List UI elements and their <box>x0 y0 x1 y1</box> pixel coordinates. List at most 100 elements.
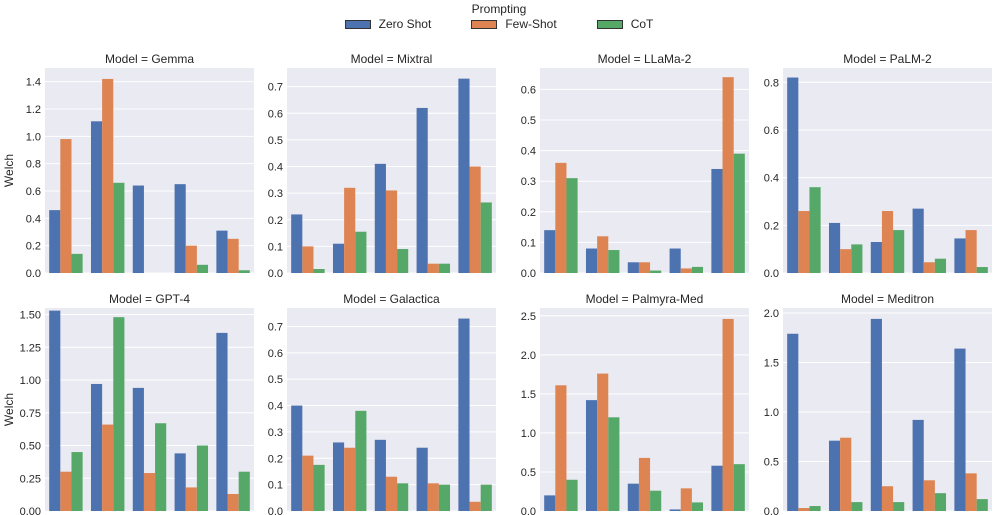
bar-zero-shot-4 <box>669 509 681 511</box>
y-tick-label: 0.5 <box>268 374 283 386</box>
y-tick-label: 0.0 <box>268 506 283 515</box>
y-tick-label: 0.4 <box>268 401 283 413</box>
y-tick-label: 0.0 <box>521 506 536 515</box>
y-tick-label: 0.6 <box>521 84 536 96</box>
y-tick-label: 0.2 <box>521 207 536 219</box>
y-tick-label: 1.4 <box>26 77 41 89</box>
bar-few-shot-4 <box>185 245 197 273</box>
y-tick-label: 0.75 <box>20 408 41 420</box>
bar-zero-shot-1 <box>544 230 556 273</box>
legend-label-few-shot: Few-Shot <box>505 17 557 31</box>
bar-few-shot-5 <box>227 238 239 273</box>
panel-title: Model = Mixtral <box>351 52 433 66</box>
y-tick-label: 1.5 <box>521 389 536 401</box>
bar-cot-5 <box>238 270 250 273</box>
bar-few-shot-5 <box>722 77 734 273</box>
bar-few-shot-1 <box>302 455 314 511</box>
bar-cot-1 <box>809 187 821 273</box>
bar-cot-5 <box>976 499 988 511</box>
bar-cot-5 <box>976 267 988 273</box>
y-tick-label: 1.0 <box>26 131 41 143</box>
bar-cot-1 <box>809 506 821 511</box>
panel-title: Model = Palmyra-Med <box>586 292 704 306</box>
y-tick-label: 0.0 <box>521 268 536 280</box>
bar-few-shot-5 <box>469 166 481 273</box>
bar-few-shot-1 <box>555 162 567 273</box>
y-tick-label: 0.3 <box>268 188 283 200</box>
y-tick-label: 0.8 <box>26 159 41 171</box>
y-tick-label: 1.0 <box>521 428 536 440</box>
y-tick-label: 0.5 <box>764 456 779 468</box>
y-tick-label: 1.50 <box>20 310 41 322</box>
y-tick-label: 0.00 <box>20 506 41 515</box>
bar-cot-2 <box>608 417 620 511</box>
panel-title: Model = Meditron <box>841 292 934 306</box>
bar-cot-4 <box>196 445 209 511</box>
bar-few-shot-1 <box>798 211 810 273</box>
y-tick-label: 0.6 <box>26 186 41 198</box>
bar-few-shot-3 <box>143 473 156 511</box>
bar-zero-shot-1 <box>291 405 303 511</box>
bar-few-shot-4 <box>427 483 439 511</box>
bar-zero-shot-2 <box>332 442 345 511</box>
bar-zero-shot-3 <box>870 318 882 511</box>
bar-zero-shot-5 <box>216 230 228 273</box>
bar-cot-1 <box>313 464 325 511</box>
bar-cot-5 <box>480 202 492 273</box>
y-tick-label: 0.0 <box>764 506 779 515</box>
y-tick-label: 0.5 <box>521 467 536 479</box>
bar-cot-1 <box>566 479 578 511</box>
bar-cot-4 <box>934 258 947 273</box>
legend-label-cot: CoT <box>630 17 654 31</box>
panel-title: Model = GPT-4 <box>109 292 190 306</box>
bar-zero-shot-1 <box>291 214 303 273</box>
bar-cot-3 <box>155 423 167 511</box>
bar-zero-shot-3 <box>627 262 639 273</box>
bar-few-shot-1 <box>555 385 567 511</box>
bar-few-shot-4 <box>185 487 197 511</box>
bar-few-shot-5 <box>469 501 481 511</box>
bar-cot-2 <box>851 502 863 511</box>
bar-cot-2 <box>355 231 367 273</box>
y-tick-label: 0.4 <box>764 173 779 185</box>
bar-cot-5 <box>238 471 250 511</box>
bar-zero-shot-4 <box>174 184 186 273</box>
bar-few-shot-1 <box>60 471 72 511</box>
bar-few-shot-3 <box>385 476 398 511</box>
bar-cot-2 <box>113 317 125 511</box>
bar-zero-shot-3 <box>374 163 386 273</box>
bar-few-shot-2 <box>344 187 356 273</box>
bar-zero-shot-1 <box>49 210 61 273</box>
bar-zero-shot-2 <box>828 440 841 511</box>
bar-cot-4 <box>691 502 704 511</box>
bar-few-shot-5 <box>965 473 977 511</box>
bar-few-shot-1 <box>798 508 810 511</box>
y-tick-label: 0.4 <box>268 162 283 174</box>
bar-few-shot-3 <box>881 211 894 273</box>
bar-zero-shot-3 <box>132 387 144 511</box>
bar-few-shot-2 <box>840 249 852 273</box>
bar-cot-2 <box>355 410 367 511</box>
y-tick-label: 0.5 <box>268 135 283 147</box>
y-tick-label: 0.0 <box>268 268 283 280</box>
bar-zero-shot-5 <box>458 78 470 273</box>
y-tick-label: 0.50 <box>20 441 41 453</box>
bar-few-shot-3 <box>881 486 894 511</box>
bar-zero-shot-5 <box>711 465 723 511</box>
legend-swatch-cot <box>596 19 623 29</box>
legend-item-few-shot: Few-Shot <box>471 17 557 31</box>
y-tick-label: 0.2 <box>764 220 779 232</box>
bar-cot-1 <box>566 178 578 273</box>
y-tick-label: 0.25 <box>20 473 41 485</box>
bar-cot-3 <box>893 230 905 273</box>
bar-zero-shot-2 <box>332 243 345 273</box>
bar-cot-1 <box>71 452 83 511</box>
bar-zero-shot-2 <box>90 121 103 273</box>
bar-cot-1 <box>313 269 325 273</box>
bar-zero-shot-3 <box>374 439 386 511</box>
bar-zero-shot-4 <box>912 419 924 511</box>
bar-few-shot-3 <box>638 457 651 511</box>
y-axis-label: Welch <box>2 154 16 187</box>
